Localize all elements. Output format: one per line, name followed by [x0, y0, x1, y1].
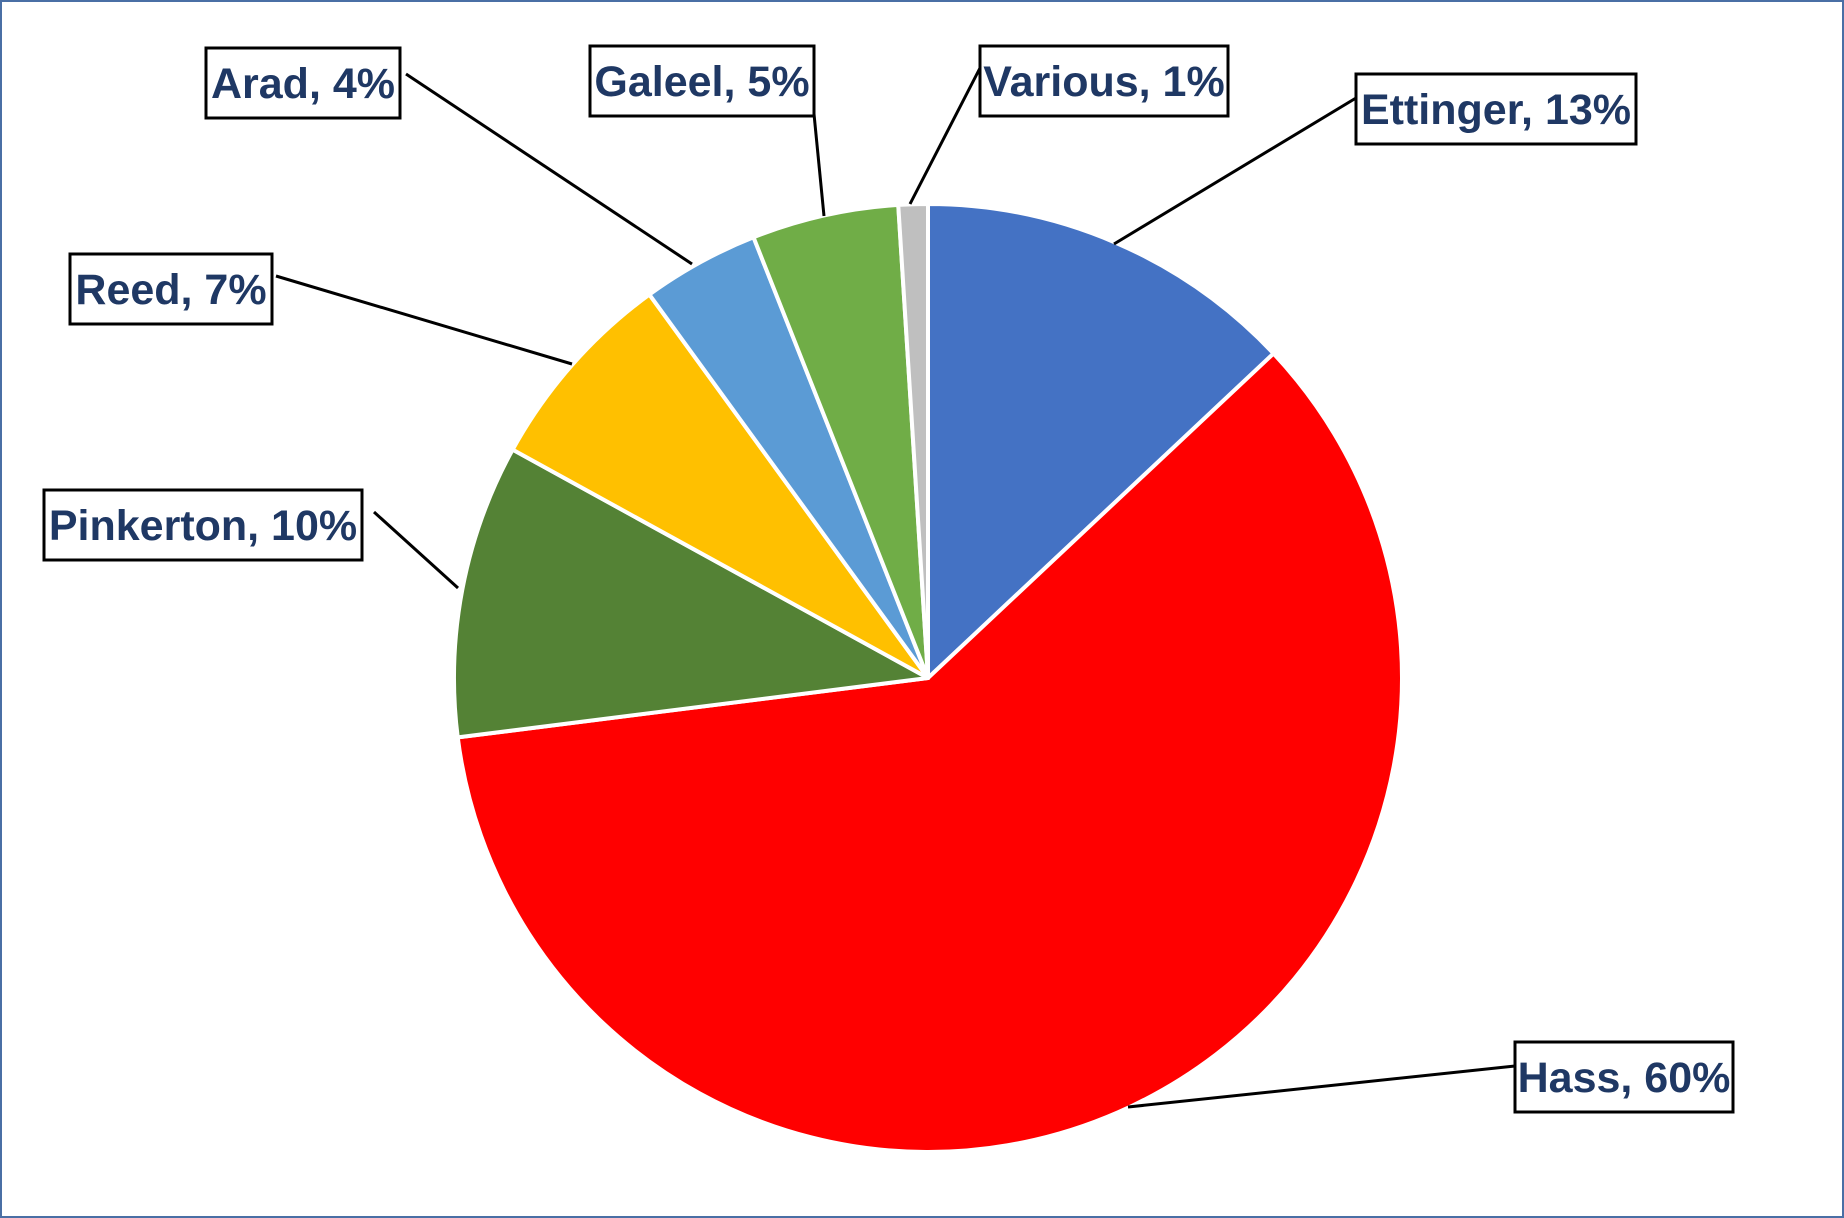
data-label-text: Pinkerton, 10%: [49, 502, 357, 550]
data-label-text: Ettinger, 13%: [1361, 86, 1631, 134]
data-label-text: Reed, 7%: [75, 266, 266, 314]
leader-line-hass: [1127, 1064, 1516, 1109]
data-label-ettinger: Ettinger, 13%: [1354, 72, 1638, 146]
data-labels: Ettinger, 13% Hass, 60% Pinkerton, 10% Reed…: [42, 44, 1735, 1114]
data-label-arad: Arad, 4%: [204, 46, 402, 120]
data-label-hass: Hass, 60%: [1513, 1040, 1735, 1114]
data-label-text: Arad, 4%: [211, 60, 395, 108]
data-label-galeel: Galeel, 5%: [588, 44, 816, 118]
leader-line-arad: [405, 72, 693, 266]
data-label-box: [1513, 1040, 1735, 1114]
data-label-various: Various, 1%: [978, 44, 1230, 118]
leader-lines: [275, 67, 1516, 1109]
leader-line-galeel: [812, 113, 826, 217]
data-label-box: [42, 488, 364, 562]
data-label-reed: Reed, 7%: [68, 252, 274, 326]
pie-slice-reed: [510, 292, 930, 680]
pie-slice-pinkerton: [452, 447, 930, 740]
leader-line-pinkerton: [372, 510, 460, 590]
data-label-box: [1354, 72, 1638, 146]
data-label-text: Various, 1%: [983, 58, 1224, 106]
data-label-text: Galeel, 5%: [594, 58, 809, 106]
data-label-box: [68, 252, 274, 326]
leader-line-reed: [275, 274, 573, 366]
data-label-box: [978, 44, 1230, 118]
data-label-box: [204, 46, 402, 120]
leader-line-various: [908, 67, 982, 205]
data-label-pinkerton: Pinkerton, 10%: [42, 488, 364, 562]
leader-line-ettinger: [1113, 96, 1357, 246]
pie-slices: [452, 202, 1404, 1155]
data-label-text: Hass, 60%: [1518, 1054, 1731, 1102]
pie-slice-various: [896, 202, 930, 680]
data-label-box: [588, 44, 816, 118]
